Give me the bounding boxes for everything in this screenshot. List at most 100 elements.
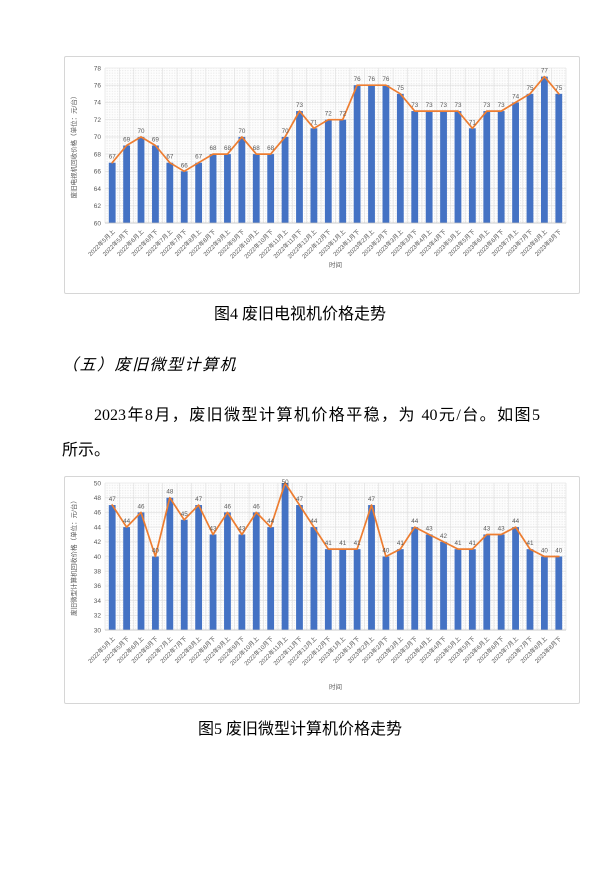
bar bbox=[425, 534, 433, 630]
svg-text:41: 41 bbox=[397, 540, 405, 547]
bar bbox=[166, 497, 174, 630]
bar-series bbox=[108, 76, 563, 223]
bar bbox=[310, 527, 318, 630]
svg-text:73: 73 bbox=[498, 102, 506, 109]
bar bbox=[411, 111, 419, 223]
svg-text:67: 67 bbox=[166, 154, 174, 161]
svg-text:70: 70 bbox=[94, 134, 102, 141]
svg-text:71: 71 bbox=[310, 119, 318, 126]
bar bbox=[296, 111, 303, 223]
svg-text:68: 68 bbox=[210, 145, 218, 152]
bar bbox=[483, 111, 491, 223]
svg-text:40: 40 bbox=[382, 548, 390, 555]
svg-text:43: 43 bbox=[498, 525, 506, 532]
svg-text:43: 43 bbox=[483, 525, 491, 532]
svg-text:47: 47 bbox=[195, 496, 203, 503]
bar bbox=[152, 145, 159, 223]
y-axis-title: 废旧微型计算机回收价格（单位：元/台） bbox=[69, 497, 78, 616]
bar bbox=[454, 549, 462, 630]
bar bbox=[324, 549, 332, 630]
figure4-chart: 60 62 64 66 68 70 72 74 76 78 67 69 70 69 67 66 67 68 68 70… bbox=[64, 56, 580, 294]
svg-text:69: 69 bbox=[123, 137, 131, 144]
svg-text:44: 44 bbox=[267, 518, 275, 525]
section-heading: （五）废旧微型计算机 bbox=[62, 357, 238, 374]
svg-text:71: 71 bbox=[469, 119, 477, 126]
bar bbox=[238, 136, 246, 223]
svg-text:69: 69 bbox=[152, 137, 160, 144]
bar-series bbox=[108, 483, 563, 630]
bar bbox=[180, 519, 188, 630]
price-line bbox=[111, 75, 560, 173]
svg-text:75: 75 bbox=[555, 85, 563, 92]
svg-text:43: 43 bbox=[426, 525, 434, 532]
bar bbox=[180, 171, 188, 223]
svg-text:67: 67 bbox=[109, 154, 117, 161]
svg-text:44: 44 bbox=[123, 518, 131, 525]
svg-text:48: 48 bbox=[166, 489, 174, 496]
svg-text:41: 41 bbox=[339, 540, 347, 547]
paragraph-line-1: 2023年8月，废旧微型计算机价格平稳，为 40元/台。如图5 bbox=[94, 407, 540, 424]
bar bbox=[497, 111, 505, 223]
bar bbox=[166, 162, 174, 223]
svg-text:32: 32 bbox=[94, 613, 102, 620]
svg-text:73: 73 bbox=[454, 102, 462, 109]
svg-text:77: 77 bbox=[541, 68, 549, 75]
bar bbox=[540, 76, 548, 223]
svg-text:44: 44 bbox=[411, 518, 419, 525]
bar bbox=[411, 527, 419, 630]
svg-text:78: 78 bbox=[94, 65, 102, 72]
bar bbox=[252, 512, 260, 630]
svg-text:42: 42 bbox=[94, 539, 102, 546]
svg-text:41: 41 bbox=[526, 540, 534, 547]
svg-text:36: 36 bbox=[94, 583, 102, 590]
bar bbox=[267, 527, 275, 630]
bar bbox=[555, 556, 563, 630]
svg-text:41: 41 bbox=[454, 540, 462, 547]
bar bbox=[267, 154, 275, 223]
x-axis-tick-labels: 2022年5月上2022年5月下2022年6月上2022年6月下2022年7月上… bbox=[86, 635, 563, 668]
tv-price-chart-svg: 60 62 64 66 68 70 72 74 76 78 67 69 70 69 67 66 67 68 68 70… bbox=[69, 65, 567, 269]
body-paragraph: 2023年8月，废旧微型计算机价格平稳，为 40元/台。如图5 所示。 bbox=[62, 398, 540, 468]
svg-text:46: 46 bbox=[253, 503, 261, 510]
bar bbox=[526, 93, 534, 223]
svg-text:73: 73 bbox=[483, 102, 491, 109]
svg-text:60: 60 bbox=[94, 220, 102, 227]
svg-text:64: 64 bbox=[94, 186, 102, 193]
svg-text:41: 41 bbox=[325, 540, 333, 547]
svg-text:46: 46 bbox=[138, 503, 146, 510]
bar bbox=[382, 556, 390, 630]
bar bbox=[339, 549, 347, 630]
svg-text:38: 38 bbox=[94, 569, 102, 576]
svg-text:76: 76 bbox=[354, 76, 362, 83]
x-axis-tick-labels: 2022年5月上2022年5月下2022年6月上2022年6月下2022年7月上… bbox=[86, 228, 563, 261]
svg-text:76: 76 bbox=[368, 76, 376, 83]
svg-text:48: 48 bbox=[94, 495, 102, 502]
bar bbox=[296, 505, 303, 630]
figure5-chart: 30 32 34 36 38 40 42 44 46 48 50 47 44 46 40 48 45 47 43 46… bbox=[64, 476, 580, 704]
x-axis-title: 时间 bbox=[329, 682, 342, 691]
svg-text:66: 66 bbox=[94, 169, 102, 176]
bar bbox=[195, 505, 203, 630]
bar bbox=[209, 154, 217, 223]
bar bbox=[353, 549, 361, 630]
bar bbox=[454, 111, 462, 223]
bar bbox=[324, 119, 332, 223]
svg-text:62: 62 bbox=[94, 203, 102, 210]
svg-text:44: 44 bbox=[310, 518, 318, 525]
bar bbox=[483, 534, 491, 630]
svg-text:43: 43 bbox=[210, 525, 218, 532]
svg-text:73: 73 bbox=[426, 102, 434, 109]
svg-text:70: 70 bbox=[282, 128, 290, 135]
svg-text:72: 72 bbox=[325, 111, 333, 118]
figure4-caption: 图4 废旧电视机价格走势 bbox=[213, 306, 386, 323]
bar bbox=[526, 549, 534, 630]
svg-text:70: 70 bbox=[138, 128, 146, 135]
bar bbox=[195, 162, 203, 223]
x-axis-title: 时间 bbox=[329, 260, 342, 269]
bar bbox=[252, 154, 260, 223]
figure5-caption: 图5 废旧微型计算机价格走势 bbox=[197, 721, 402, 738]
svg-text:68: 68 bbox=[267, 145, 275, 152]
svg-text:70: 70 bbox=[238, 128, 246, 135]
bar bbox=[137, 512, 145, 630]
svg-text:67: 67 bbox=[195, 154, 203, 161]
